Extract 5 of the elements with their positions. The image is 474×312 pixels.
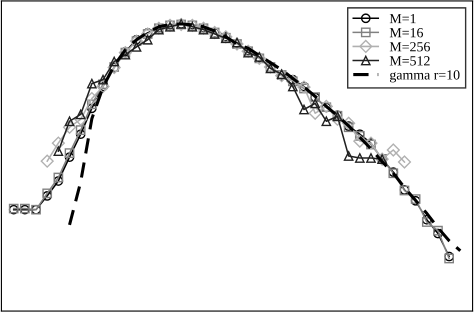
legend-label: gamma r=10: [390, 70, 460, 82]
legend-label: M=16: [390, 28, 424, 38]
legend-label: M=512: [390, 56, 430, 66]
legend-label: M=256: [390, 42, 430, 52]
legend-label: M=1: [390, 14, 416, 24]
